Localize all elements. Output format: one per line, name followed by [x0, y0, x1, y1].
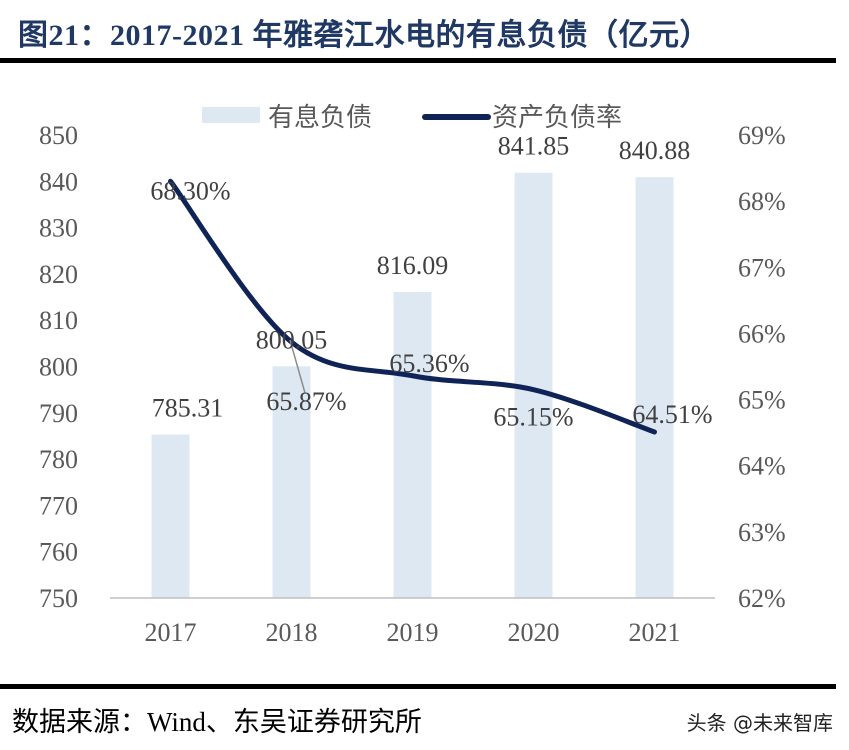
- bar-2018: [272, 366, 311, 598]
- left-tick-label: 830: [39, 214, 78, 243]
- right-tick-label: 65%: [738, 386, 786, 415]
- figure-title: 图21：2017-2021 年雅砻江水电的有息负债（亿元）: [18, 19, 710, 52]
- bar-data-label: 816.09: [377, 251, 449, 280]
- top-rule: [0, 58, 836, 63]
- bottom-rule: [0, 684, 836, 689]
- left-tick-label: 800: [39, 353, 78, 382]
- line-data-label: 68.30%: [150, 176, 230, 205]
- left-tick-label: 790: [39, 399, 78, 428]
- x-tick-label: 2020: [508, 618, 560, 647]
- left-tick-label: 770: [39, 491, 78, 520]
- right-tick-label: 68%: [738, 187, 786, 216]
- line-data-label: 64.51%: [632, 400, 712, 429]
- source-note: 数据来源：Wind、东吴证券研究所: [12, 707, 422, 737]
- legend-swatch-bar: [202, 107, 260, 123]
- left-tick-label: 750: [39, 584, 78, 613]
- legend-label-bar: 有息负债: [268, 103, 372, 132]
- right-tick-label: 66%: [738, 319, 786, 348]
- line-series-资产负债率: [168, 178, 657, 435]
- line-data-label: 65.15%: [493, 403, 573, 432]
- left-tick-label: 840: [39, 167, 78, 196]
- chart: 750 760 770 780 790 800 810 820 830 840 850 62% 63% 6…: [39, 103, 786, 647]
- bar-2019: [393, 292, 432, 598]
- right-tick-label: 69%: [738, 121, 786, 150]
- left-tick-label: 780: [39, 445, 78, 474]
- left-tick-label: 820: [39, 260, 78, 289]
- left-tick-label: 810: [39, 306, 78, 335]
- bar-2021: [635, 177, 674, 599]
- left-tick-label: 850: [39, 121, 78, 150]
- x-tick-label: 2021: [629, 618, 681, 647]
- bar-data-label: 840.88: [619, 136, 691, 165]
- bar-data-label: 785.31: [152, 394, 224, 423]
- x-tick-label: 2017: [145, 618, 197, 647]
- right-tick-label: 62%: [738, 584, 786, 613]
- x-tick-label: 2019: [387, 618, 439, 647]
- line-data-label: 65.36%: [389, 349, 469, 378]
- watermark: 头条 @未来智库: [686, 711, 833, 735]
- legend-label-line: 资产负债率: [492, 103, 622, 132]
- bar-data-label: 800.05: [256, 325, 328, 354]
- bar-2017: [151, 434, 190, 598]
- bar-data-label: 841.85: [498, 132, 570, 161]
- line-data-label: 65.87%: [266, 387, 346, 416]
- right-tick-label: 63%: [738, 518, 786, 547]
- label-leader-line: [289, 339, 306, 394]
- right-tick-label: 64%: [738, 452, 786, 481]
- left-tick-label: 760: [39, 538, 78, 567]
- x-tick-label: 2018: [266, 618, 318, 647]
- right-tick-label: 67%: [738, 253, 786, 282]
